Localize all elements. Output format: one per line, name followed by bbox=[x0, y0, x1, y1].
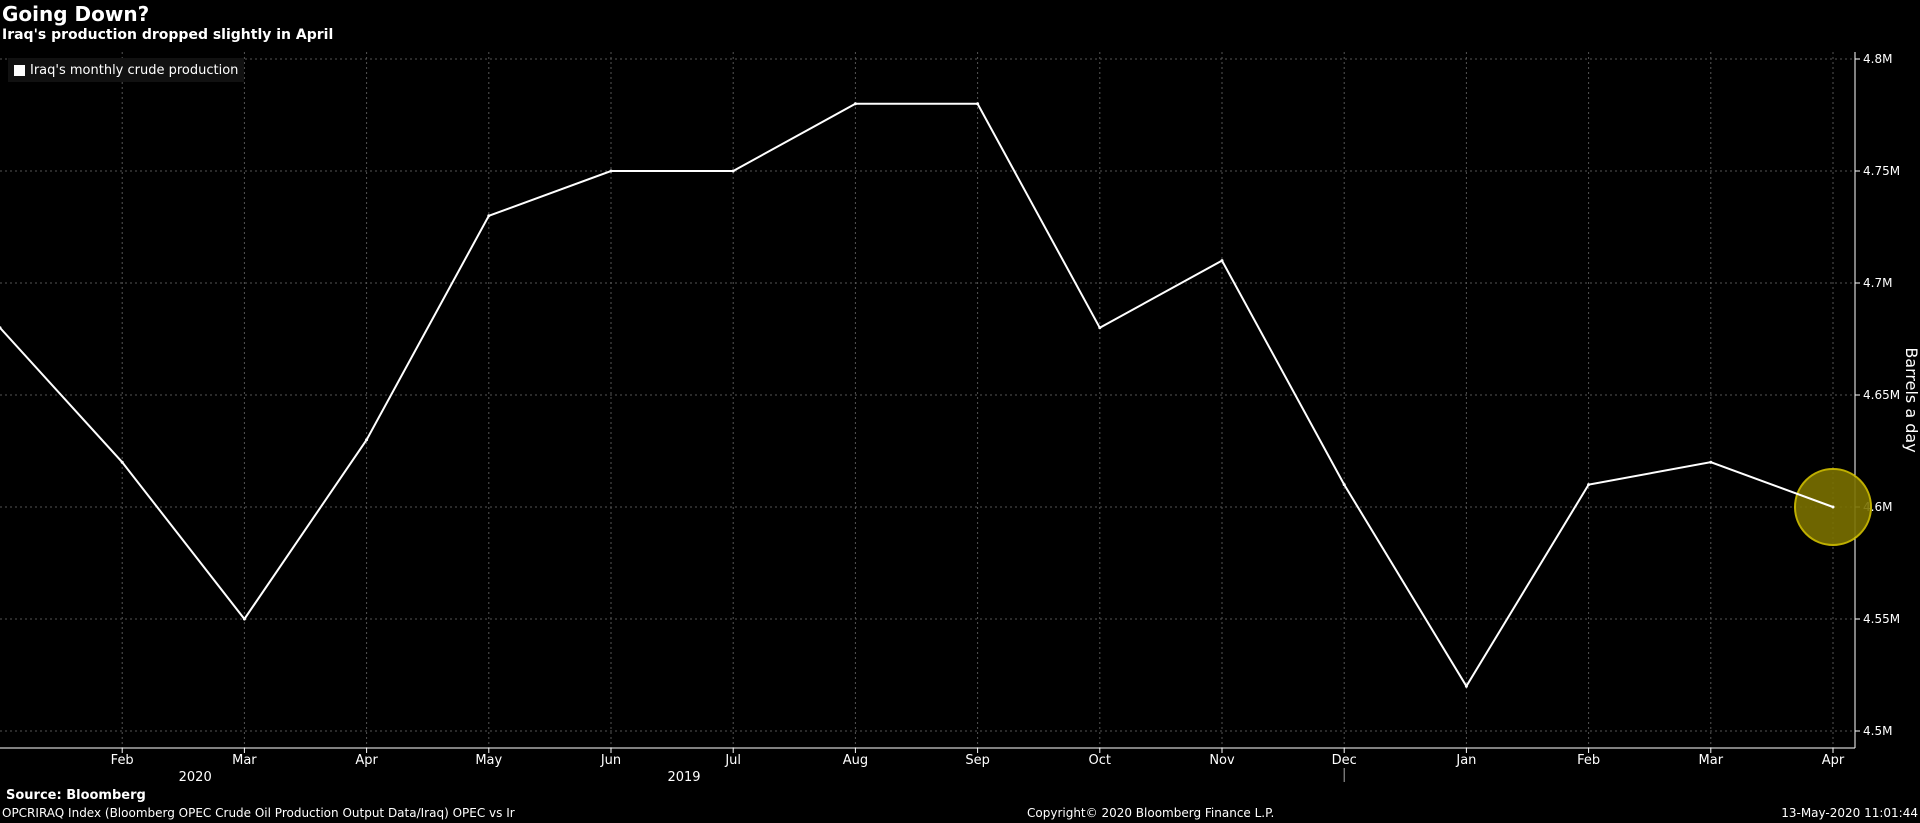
data-point bbox=[1464, 684, 1468, 688]
copyright-label: Copyright© 2020 Bloomberg Finance L.P. bbox=[1027, 806, 1275, 820]
y-tick-label: 4.65M bbox=[1863, 388, 1900, 402]
y-tick-label: 4.7M bbox=[1863, 276, 1892, 290]
y-tick-label: 4.75M bbox=[1863, 164, 1900, 178]
x-tick-label: Apr bbox=[1822, 753, 1845, 768]
x-tick-label: Dec bbox=[1332, 753, 1357, 768]
legend-swatch bbox=[14, 64, 25, 76]
x-tick-label: Feb bbox=[1577, 753, 1600, 768]
data-point bbox=[1587, 483, 1591, 487]
chart-legend: Iraq's monthly crude production bbox=[8, 58, 245, 82]
data-point bbox=[242, 617, 246, 621]
chart-subtitle: Iraq's production dropped slightly in Ap… bbox=[2, 27, 334, 43]
data-point bbox=[365, 438, 369, 442]
y-tick-label: 4.8M bbox=[1863, 52, 1892, 66]
legend-label: Iraq's monthly crude production bbox=[30, 62, 239, 78]
x-tick-label: Jan bbox=[1455, 753, 1476, 768]
data-point bbox=[1098, 326, 1102, 330]
data-point bbox=[120, 460, 124, 464]
data-point bbox=[1220, 259, 1224, 263]
ticker-label: OPCRIRAQ Index (Bloomberg OPEC Crude Oil… bbox=[2, 806, 515, 820]
x-tick-label: Jun bbox=[600, 753, 621, 768]
data-point bbox=[1709, 460, 1713, 464]
y-axis-title: Barrels a day bbox=[1902, 347, 1920, 452]
x-tick-label: Nov bbox=[1209, 753, 1235, 768]
x-tick-label: Mar bbox=[1699, 753, 1724, 768]
x-tick-label: Apr bbox=[355, 753, 378, 768]
year-label: 2019 bbox=[667, 770, 700, 785]
year-label: 2020 bbox=[179, 770, 212, 785]
data-point bbox=[487, 214, 491, 218]
data-point bbox=[731, 169, 735, 173]
data-point bbox=[1342, 483, 1346, 487]
data-point bbox=[1831, 505, 1835, 509]
data-point bbox=[0, 326, 2, 330]
source-label: Source: Bloomberg bbox=[6, 788, 146, 803]
x-tick-label: Oct bbox=[1089, 753, 1111, 768]
x-tick-label: Feb bbox=[111, 753, 134, 768]
data-point bbox=[976, 102, 980, 106]
data-point bbox=[609, 169, 613, 173]
series-line-iraq-production bbox=[0, 102, 1834, 689]
y-tick-label: 4.5M bbox=[1863, 724, 1892, 738]
chart-title: Going Down? bbox=[2, 2, 150, 26]
data-point bbox=[853, 102, 857, 106]
x-tick-label: Sep bbox=[965, 753, 990, 768]
x-tick-label: Mar bbox=[232, 753, 257, 768]
y-tick-label: 4.55M bbox=[1863, 612, 1900, 626]
x-tick-label: Jul bbox=[724, 753, 741, 768]
x-tick-label: May bbox=[475, 753, 502, 768]
timestamp-label: 13-May-2020 11:01:44 bbox=[1781, 806, 1918, 820]
x-tick-label: Aug bbox=[843, 753, 868, 768]
